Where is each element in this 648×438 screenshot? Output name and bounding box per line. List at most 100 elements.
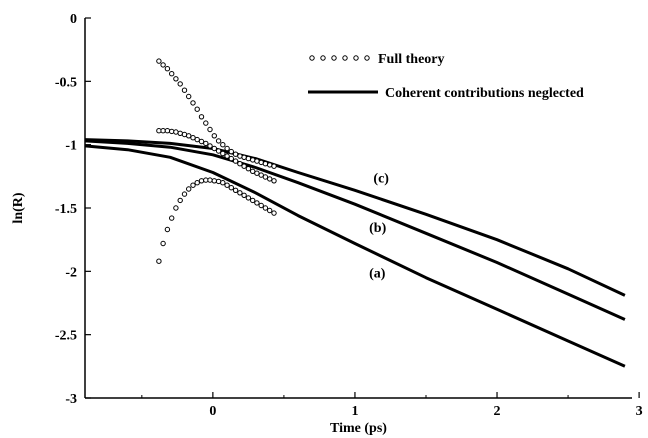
series-marker-b [271, 178, 277, 184]
series-marker-b [245, 166, 252, 172]
y-tick-label: 0 [70, 12, 77, 27]
curve-label-c: (c) [373, 172, 389, 187]
series-marker-a [262, 205, 269, 211]
series-marker-b [173, 129, 179, 135]
series-marker-a [245, 195, 252, 201]
series-marker-c [241, 154, 247, 161]
series-marker-c [169, 71, 175, 77]
y-tick-label: -3 [65, 392, 77, 407]
series-lines [84, 138, 626, 368]
legend: Full theory Coherent contributions negle… [308, 52, 584, 101]
series-marker-c [207, 126, 213, 133]
series-marker-c [173, 76, 179, 82]
series-marker-b [228, 155, 235, 162]
series-marker-b [220, 150, 226, 157]
series-marker-b [237, 161, 243, 167]
y-ticks: 0 -0.5 -1 -1.5 -2 -2.5 -3 [55, 12, 91, 407]
series-marker-c [164, 66, 171, 72]
series-marker-a [250, 197, 256, 204]
series-marker-a [190, 182, 196, 188]
series-marker-a [160, 240, 166, 247]
series-marker-c [198, 114, 205, 120]
series-marker-c [211, 133, 218, 139]
series-marker-a [271, 210, 277, 216]
series-marker-a [207, 177, 213, 183]
legend-marker [320, 55, 326, 61]
series-marker-a [181, 191, 188, 197]
x-ticks: 0 1 2 3 [141, 392, 643, 419]
series-marker-a [177, 197, 183, 204]
series-marker-b [241, 163, 247, 169]
series-marker-c [271, 163, 277, 169]
y-axis-label: ln(R) [11, 192, 26, 223]
series-marker-b [160, 128, 166, 134]
series-marker-b [207, 143, 213, 149]
series-marker-c [177, 81, 183, 87]
series-marker-c [160, 62, 166, 68]
series-marker-b [232, 158, 239, 164]
series-marker-b [203, 140, 209, 147]
x-axis-label: Time (ps) [330, 421, 387, 436]
series-marker-a [241, 192, 247, 199]
series-marker-c [254, 158, 260, 164]
legend-marker [309, 55, 315, 61]
x-tick-label: 1 [351, 404, 358, 419]
series-marker-a [169, 215, 175, 221]
series-marker-a [198, 178, 205, 184]
series-marker-a [224, 182, 230, 188]
series-marker-b [254, 170, 260, 176]
legend-marker [331, 55, 337, 61]
series-marker-b [267, 176, 273, 182]
series-marker-b [186, 133, 192, 139]
series-marker-b [258, 172, 264, 178]
legend-label-coherent-neglected: Coherent contributions neglected [385, 86, 584, 101]
series-marker-b [224, 153, 230, 159]
legend-marker [353, 55, 359, 61]
curve-label-b: (b) [369, 221, 386, 236]
series-marker-c [215, 138, 222, 144]
series-marker-a [220, 180, 226, 186]
y-tick-label: -1.5 [55, 202, 77, 217]
series-marker-a [194, 180, 200, 186]
series-line-b [84, 139, 626, 321]
y-tick-label: -0.5 [55, 75, 77, 90]
series-marker-c [232, 151, 239, 157]
series-marker-a [237, 190, 243, 196]
series-marker-a [211, 178, 218, 184]
series-marker-c [186, 93, 192, 100]
series-marker-c [267, 162, 273, 168]
series-marker-b [190, 135, 196, 141]
series-marker-a [164, 226, 171, 233]
series-marker-c [156, 58, 162, 64]
series-marker-a [254, 200, 260, 206]
legend-marker [364, 55, 370, 61]
y-tick-label: -1 [65, 139, 77, 154]
series-marker-c [228, 148, 235, 155]
curve-label-a: (a) [369, 267, 386, 282]
x-tick-label: 0 [209, 404, 216, 419]
series-markers [156, 58, 277, 264]
axes [84, 18, 632, 399]
series-marker-a [258, 202, 264, 209]
series-marker-a [156, 258, 162, 264]
series-marker-a [228, 185, 235, 191]
series-marker-b [262, 174, 269, 180]
series-marker-c [245, 155, 252, 162]
series-marker-b [211, 145, 218, 152]
series-marker-c [224, 145, 230, 152]
legend-label-full-theory: Full theory [378, 52, 445, 67]
x-tick-label: 3 [636, 404, 643, 419]
series-marker-b [164, 128, 171, 134]
series-marker-c [203, 120, 209, 126]
series-marker-a [186, 186, 192, 192]
series-marker-c [190, 100, 196, 106]
series-marker-c [220, 142, 226, 148]
series-marker-c [181, 87, 188, 93]
y-tick-label: -2 [65, 265, 77, 280]
legend-marker [342, 55, 348, 61]
series-marker-a [232, 187, 239, 194]
series-marker-a [267, 207, 273, 214]
series-line-a [84, 144, 626, 368]
series-marker-c [262, 161, 269, 167]
